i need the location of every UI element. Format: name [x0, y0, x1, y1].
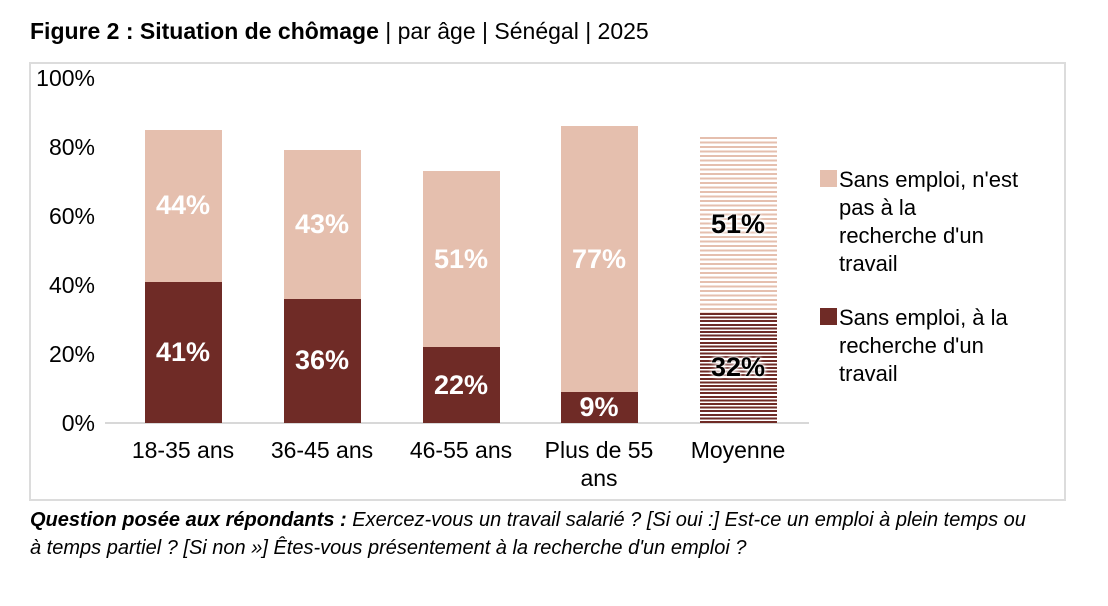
bar-segment: 9%: [560, 391, 638, 423]
bar-value-label: 51%: [433, 243, 489, 274]
bar-segment: 51%: [699, 136, 777, 313]
legend-label: Sans emploi, n'est pas à la recherche d'…: [839, 167, 1019, 276]
bar-segment: 41%: [144, 281, 222, 423]
y-tick-label: 0%: [61, 410, 95, 436]
x-axis-line: [105, 422, 809, 424]
legend-label: Sans emploi, à la recherche d'un travail: [839, 305, 1008, 386]
x-category-label: 36-45 ans: [270, 437, 374, 463]
y-tick-label: 100%: [36, 65, 95, 91]
legend-swatch-dark: [820, 308, 837, 325]
plot-area: 0% 20% 40% 60% 80% 100% 41% 44% 18-35 ans 36% 43% 3…: [31, 64, 1064, 499]
bar-segment: 44%: [144, 129, 222, 282]
bar-segment: 32%: [699, 312, 777, 423]
bar-segment: 36%: [283, 298, 361, 423]
figure-title-main: Figure 2 : Situation de chômage: [30, 18, 379, 44]
bar-value-label: 44%: [155, 190, 211, 221]
bar-value-label: 77%: [571, 243, 627, 274]
x-category-label: Plus de 55 ans: [544, 437, 654, 491]
figure-title: Figure 2 : Situation de chômage | par âg…: [30, 16, 649, 46]
bar-value-label: 51%: [710, 209, 766, 240]
footnote-lead: Question posée aux répondants :: [30, 509, 347, 531]
bar-value-label: 9%: [579, 391, 619, 422]
y-tick-label: 40%: [48, 272, 95, 298]
y-tick-label: 20%: [48, 341, 95, 367]
x-category-label: 18-35 ans: [131, 437, 235, 463]
legend: Sans emploi, n'est pas à la recherche d'…: [820, 166, 1060, 388]
bar-value-label: 41%: [155, 336, 211, 367]
bar-segment: 43%: [283, 150, 361, 299]
legend-swatch-light: [820, 170, 837, 187]
bar-segment: 77%: [560, 126, 638, 392]
bar-value-label: 32%: [710, 352, 766, 383]
x-category-label: Moyenne: [690, 437, 786, 463]
y-tick-label: 60%: [48, 203, 95, 229]
legend-item-searching: Sans emploi, à la recherche d'un travail: [820, 304, 1060, 388]
bar-segment: 51%: [422, 171, 500, 348]
figure-title-meta: | par âge | Sénégal | 2025: [378, 18, 649, 44]
bar-value-label: 36%: [294, 345, 350, 376]
bar-value-label: 22%: [433, 369, 489, 400]
legend-item-not-searching: Sans emploi, n'est pas à la recherche d'…: [820, 166, 1060, 278]
x-category-label: 46-55 ans: [409, 437, 513, 463]
footnote: Question posée aux répondants : Exercez-…: [30, 506, 1035, 562]
bar-segment: 22%: [422, 347, 500, 423]
chart-area: 0% 20% 40% 60% 80% 100% 41% 44% 18-35 ans 36% 43% 3…: [29, 62, 1066, 501]
y-tick-label: 80%: [48, 134, 95, 160]
footnote-text: Exercez-vous un travail salarié ? [Si ou…: [30, 509, 1026, 559]
bar-value-label: 43%: [294, 209, 350, 240]
